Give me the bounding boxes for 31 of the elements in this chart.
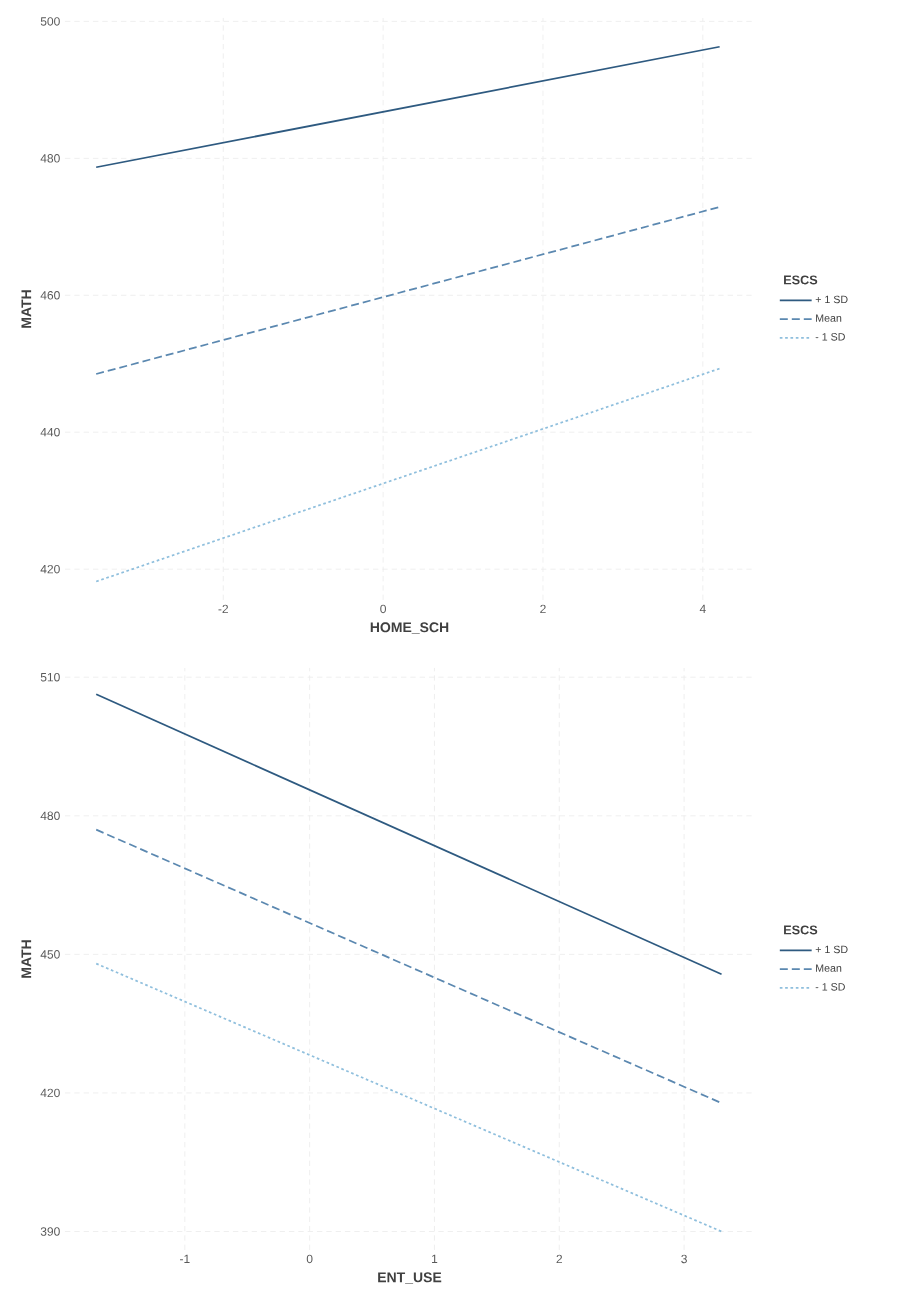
x-tick-label: 1 [432,1254,438,1263]
legend-label: + 1 SD [815,945,848,954]
legend-title: ESCS [784,925,818,935]
y-tick-label: 500 [40,17,60,26]
y-tick-label: 450 [40,950,60,959]
x-tick-label: 4 [699,604,706,613]
legend-label: + 1 SD [815,295,848,304]
x-tick-label: 2 [556,1254,563,1264]
legend-label: - 1 SD [815,333,845,341]
y-tick-label: 460 [40,291,60,300]
y-tick-label: 440 [40,427,60,437]
x-axis-title: ENT_USE [378,1272,442,1284]
y-axis-title: MATH [21,940,32,978]
legend-title: ESCS [784,275,818,285]
x-tick-label: 3 [681,1254,687,1264]
y-tick-label: 390 [40,1227,60,1236]
legend-label: - 1 SD [815,983,845,991]
x-tick-label: 0 [306,1254,313,1264]
legend-label: Mean [816,964,842,972]
legend-label: Mean [816,314,842,322]
y-tick-label: 480 [40,154,60,163]
x-tick-label: 0 [380,604,386,614]
y-tick-label: 510 [40,672,60,682]
x-tick-label: 2 [540,604,546,614]
x-tick-label: -2 [218,604,228,614]
y-axis-title: MATH [21,290,32,328]
y-tick-label: 420 [40,564,60,574]
x-axis-title: HOME_SCH [370,622,449,634]
y-tick-label: 420 [40,1088,60,1098]
y-tick-label: 480 [40,811,60,821]
x-tick-label: -1 [180,1254,190,1263]
